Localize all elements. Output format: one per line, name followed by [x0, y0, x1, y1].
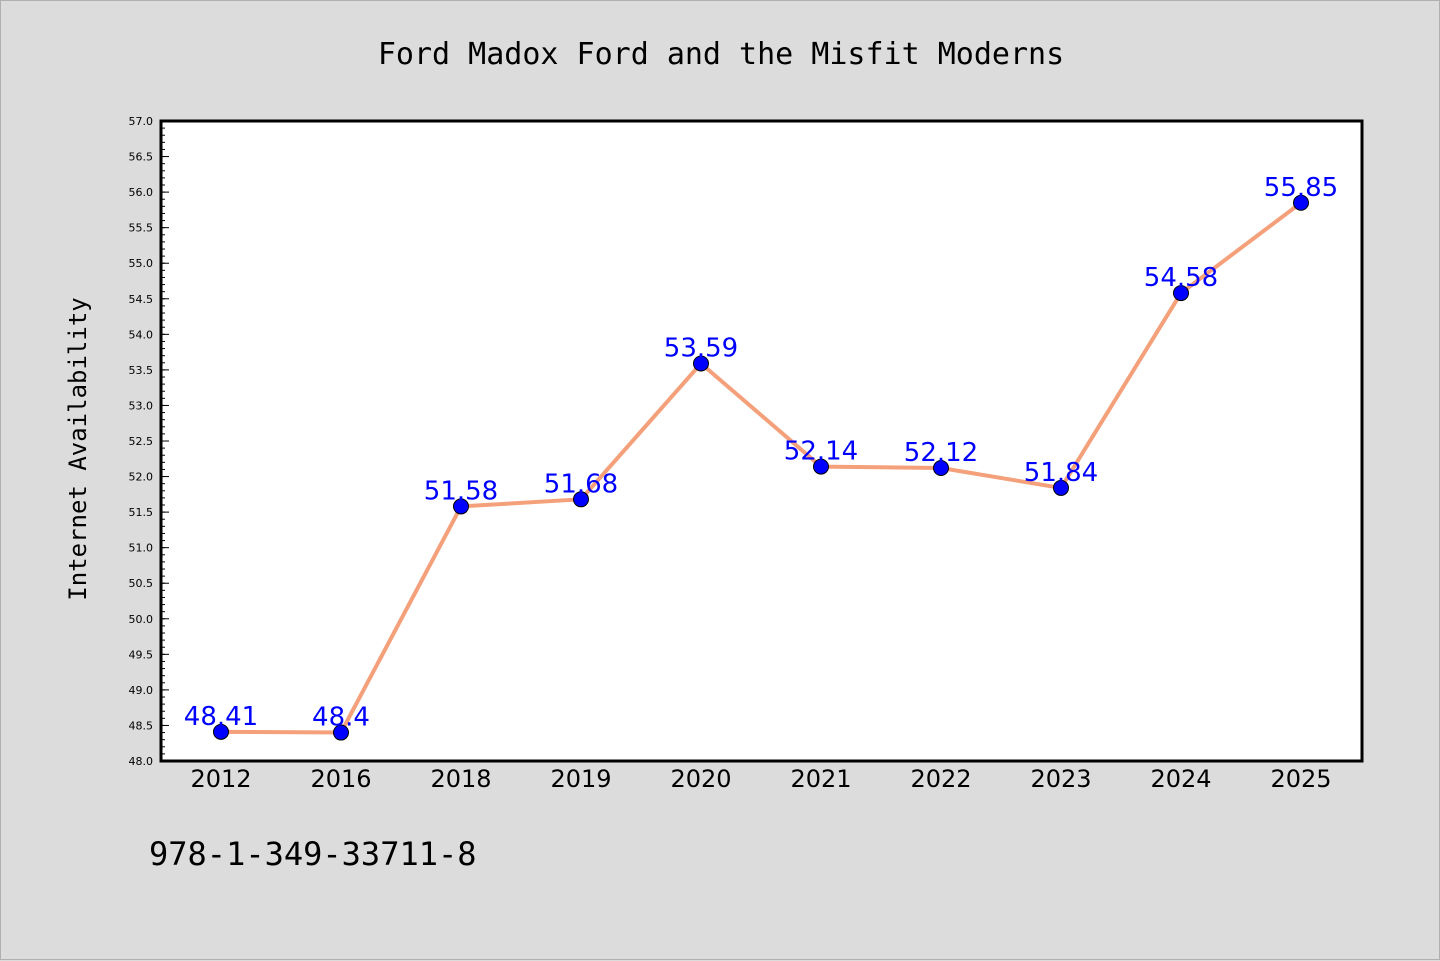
y-tick-label: 56.0 [129, 186, 154, 199]
y-tick-label: 53.5 [129, 364, 154, 377]
data-label: 52.12 [904, 438, 978, 468]
data-point [333, 724, 349, 741]
x-tick-label: 2019 [550, 765, 611, 793]
x-tick-label: 2025 [1270, 765, 1331, 793]
y-tick-label: 53.0 [129, 399, 154, 412]
y-tick-label: 55.5 [129, 222, 154, 235]
y-tick-label: 51.0 [129, 542, 154, 555]
data-label: 55.85 [1264, 173, 1338, 203]
data-label: 53.59 [664, 333, 738, 363]
data-point [1293, 194, 1309, 211]
x-axis: 2012 2016 2018 2019 2020 2021 2022 2023 2024 2025 [190, 765, 1331, 793]
y-axis-label: Internet Availability [64, 297, 92, 600]
data-point [213, 723, 229, 740]
data-label: 51.84 [1024, 458, 1098, 488]
data-label: 51.68 [544, 469, 618, 499]
y-tick-label: 50.0 [129, 613, 154, 626]
x-tick-label: 2012 [190, 765, 251, 793]
y-tick-label: 52.0 [129, 471, 154, 484]
footer-isbn: 978-1-349-33711-8 [149, 835, 477, 873]
y-tick-label: 48.0 [129, 755, 154, 768]
y-tick-label: 56.5 [129, 151, 154, 164]
y-tick-label: 52.5 [129, 435, 154, 448]
x-tick-label: 2022 [910, 765, 971, 793]
x-tick-label: 2018 [430, 765, 491, 793]
x-tick-label: 2020 [670, 765, 731, 793]
data-point [693, 355, 709, 372]
chart-title: Ford Madox Ford and the Misfit Moderns [378, 37, 1064, 72]
x-tick-label: 2023 [1030, 765, 1091, 793]
y-axis: 48.0 48.5 49.0 49.5 50.0 50.5 51.0 51.5 52.0 52.5… [129, 115, 169, 768]
y-tick-label: 54.5 [129, 293, 154, 306]
y-tick-label: 50.5 [129, 577, 154, 590]
data-point [813, 458, 829, 475]
y-tick-label: 49.5 [129, 648, 154, 661]
y-tick-label: 51.5 [129, 506, 154, 519]
data-label: 52.14 [784, 437, 858, 467]
data-label: 48.4 [312, 703, 370, 733]
plot-area [159, 119, 1364, 763]
x-tick-label: 2024 [1150, 765, 1211, 793]
data-series: 48.41 48.4 51.58 51.68 53.59 52.14 52.12 51.84 5… [184, 173, 1338, 741]
y-tick-label: 54.0 [129, 328, 154, 341]
data-point [933, 460, 949, 477]
data-point [573, 491, 589, 508]
series-line [220, 201, 1303, 735]
x-tick-label: 2016 [310, 765, 371, 793]
data-label: 48.41 [184, 702, 258, 732]
data-label: 51.58 [424, 476, 498, 506]
data-point [1173, 285, 1189, 302]
y-tick-label: 48.5 [129, 719, 154, 732]
y-tick-label: 57.0 [129, 115, 154, 128]
data-point [1053, 479, 1069, 496]
data-point [453, 498, 469, 515]
x-tick-label: 2021 [790, 765, 851, 793]
data-label: 54.58 [1144, 263, 1218, 293]
y-tick-label: 55.0 [129, 257, 154, 270]
y-tick-label: 49.0 [129, 684, 154, 697]
